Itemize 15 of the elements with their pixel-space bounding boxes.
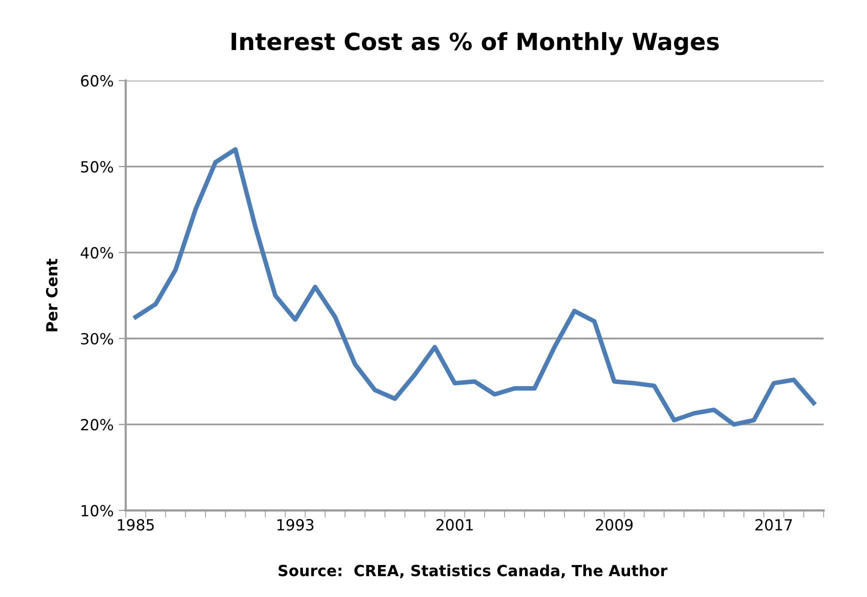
y-tick-label: 50% xyxy=(81,161,114,173)
x-tick-label: 1993 xyxy=(277,519,314,531)
x-tick-label: 2017 xyxy=(755,519,792,531)
x-tick-label: 2009 xyxy=(596,519,633,531)
y-tick-label: 60% xyxy=(81,75,114,87)
y-tick-label: 30% xyxy=(81,332,114,345)
y-axis-title: Per Cent xyxy=(46,258,58,332)
y-tick-label: 10% xyxy=(82,504,114,516)
x-tick-label: 2001 xyxy=(436,519,473,531)
chart-title: Interest Cost as % of Monthly Wages xyxy=(232,32,719,56)
y-tick-label: 20% xyxy=(81,418,114,430)
x-tick-label: 1985 xyxy=(118,519,154,531)
y-tick-label: 40% xyxy=(80,246,114,259)
source-note: Source: CREA, Statistics Canada, The Author xyxy=(278,564,668,578)
line-series xyxy=(133,147,816,427)
